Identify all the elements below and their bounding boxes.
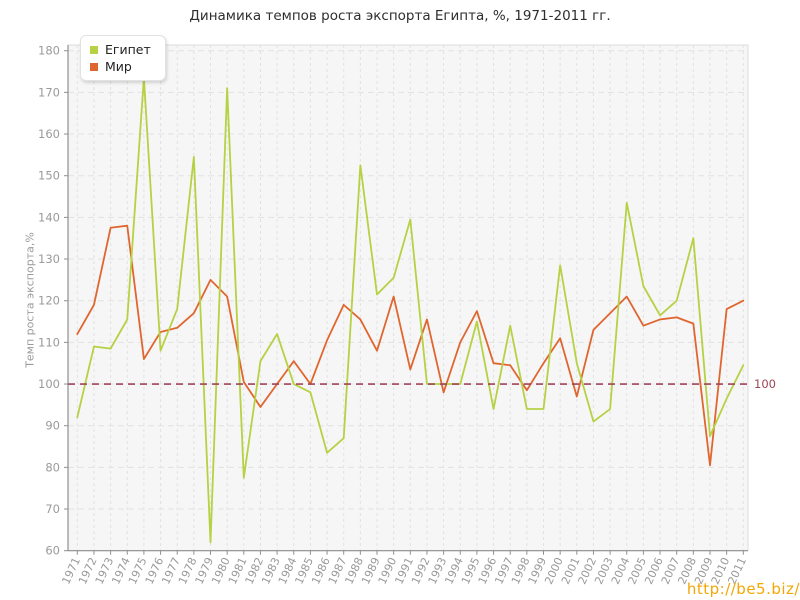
legend-swatch-egypt-icon (90, 45, 98, 54)
legend-label-world: Мир (105, 59, 132, 74)
svg-text:60: 60 (45, 544, 60, 558)
svg-text:120: 120 (38, 294, 60, 308)
legend-label-egypt: Египет (105, 42, 151, 57)
watermark-link[interactable]: http://be5.biz/ (686, 580, 800, 598)
legend-item-world: Мир (90, 58, 151, 75)
plot-area (67, 44, 749, 552)
legend-swatch-world-icon (90, 62, 98, 71)
legend-item-egypt: Египет (90, 41, 151, 58)
svg-text:140: 140 (38, 210, 60, 224)
svg-text:150: 150 (38, 169, 60, 183)
world-line (76, 224, 745, 467)
svg-text:170: 170 (38, 85, 60, 99)
svg-text:130: 130 (38, 252, 60, 266)
axes (67, 45, 748, 552)
x-axis-ticks: 1971197219731974197519761977197819791980… (59, 550, 749, 586)
reference-line-label: 100 (754, 377, 776, 391)
y-axis-ticks: 60 70 80 90 100 110 120 130 140 150 160 170 180 (38, 44, 68, 558)
svg-text:110: 110 (38, 335, 60, 349)
svg-text:90: 90 (45, 419, 60, 433)
egypt-line (76, 76, 745, 544)
svg-text:100: 100 (38, 377, 60, 391)
svg-text:160: 160 (38, 127, 60, 141)
chart-title: Динамика темпов роста экспорта Египта, %… (189, 8, 611, 24)
svg-text:180: 180 (38, 44, 60, 58)
svg-text:70: 70 (45, 502, 60, 516)
svg-text:80: 80 (45, 460, 60, 474)
legend: Египет Мир (80, 35, 166, 81)
